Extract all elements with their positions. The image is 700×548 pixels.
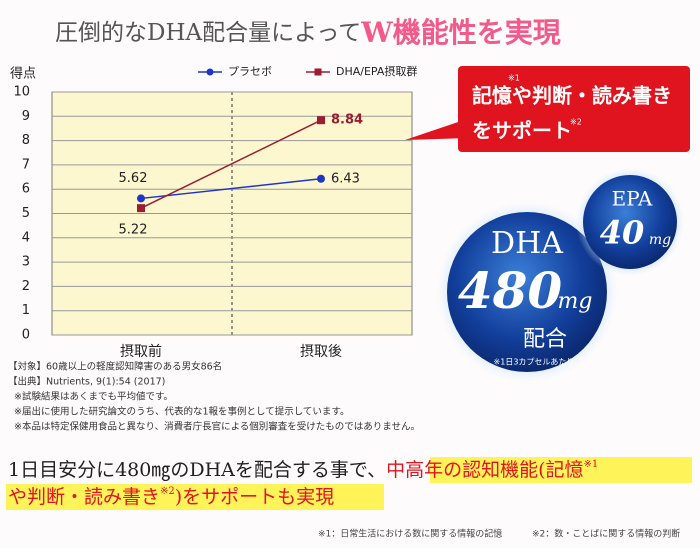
highlight	[430, 457, 692, 483]
point	[317, 116, 325, 125]
badge-amount: 480	[458, 261, 563, 320]
summary-plain: 1日目安分に480㎎のDHAを配合する事で、	[8, 459, 386, 481]
series-line	[140, 119, 322, 209]
y-tick-label: 7	[22, 157, 30, 172]
callout-line: をサポート	[472, 119, 572, 143]
y-tick-label: 4	[22, 230, 30, 245]
summary-accent: 中高年の認知機能(記憶	[386, 459, 583, 481]
callout-note: ※1	[508, 74, 520, 83]
x-tick-label: 摂取後	[300, 344, 342, 360]
callout: 記憶や判断・読み書き ※1 をサポート ※2	[405, 66, 690, 152]
footnote: ※1：日常生活における数に関する情報の記憶	[318, 528, 502, 540]
y-tick-label: 3	[22, 255, 30, 270]
y-tick-label: 5	[22, 206, 30, 221]
summary-line: 1日目安分に480㎎のDHAを配合する事で、中高年の認知機能(記憶※1	[8, 459, 598, 482]
summary-sup: ※1	[584, 459, 599, 470]
y-tick-label: 9	[22, 109, 30, 124]
summary-sup: ※2	[160, 486, 175, 497]
note: 【対象】60歳以上の軽度認知障害のある男女86名	[8, 361, 222, 373]
y-tick-label: 0	[22, 328, 30, 343]
data-label: 8.84	[331, 113, 363, 128]
badge-unit: mg	[558, 289, 593, 314]
badge-name: DHA	[491, 226, 563, 261]
callout-box	[458, 66, 690, 152]
badge-circle	[447, 212, 607, 372]
title: 圧倒的なDHA配合量によってW機能性を実現	[55, 16, 561, 49]
legend-label: DHA/EPA摂取群	[336, 64, 417, 78]
legend-swatch	[206, 68, 214, 76]
point	[137, 194, 145, 203]
series-line	[140, 178, 322, 200]
dha-badge: DHA 480 mg 配合 ※1日3カプセルあたり	[437, 202, 617, 382]
note: ※試験結果はあくまでも平均値です。	[14, 391, 173, 403]
note: 【出典】Nutrients, 9(1):54 (2017)	[8, 376, 165, 388]
y-tick-label: 8	[22, 133, 30, 148]
data-label: 6.43	[331, 171, 360, 186]
highlight	[6, 484, 384, 510]
footnote: ※2：数・ことばに関する情報の判断	[532, 528, 680, 540]
y-tick-label: 6	[22, 182, 30, 197]
epa-badge: EPA 40 mg	[576, 168, 684, 276]
data-label: 5.62	[119, 171, 148, 186]
title-accent: W機能性を実現	[360, 16, 560, 49]
badge-note: ※1日3カプセルあたり	[494, 358, 575, 367]
summary-accent: や判断・読み書き	[8, 486, 160, 508]
callout-pointer	[405, 118, 470, 140]
note: ※届出に使用した研究論文のうち、代表的な1報を事例として提示しています。	[14, 406, 350, 418]
title-main: 圧倒的なDHA配合量によって	[55, 20, 361, 46]
badge-word: 配合	[523, 327, 567, 352]
note: ※本品は特定保健用食品と異なり、消費者庁長官による個別審査を受けたものではありま…	[14, 421, 420, 433]
badge-name: EPA	[612, 187, 653, 211]
y-axis-label: 得点	[10, 66, 36, 82]
badge-unit: mg	[649, 232, 671, 248]
notes: 【対象】60歳以上の軽度認知障害のある男女86名【出典】Nutrients, 9…	[8, 361, 420, 433]
data-label: 5.22	[119, 223, 148, 238]
point	[317, 174, 325, 183]
callout-line: 記憶や判断・読み書き	[472, 84, 672, 108]
x-tick-label: 摂取前	[120, 343, 162, 360]
summary-line: や判断・読み書き※2)をサポートも実現	[8, 486, 334, 509]
badge-circle	[583, 175, 677, 269]
summary-accent: )をサポートも実現	[175, 486, 334, 508]
y-tick-label: 2	[22, 279, 30, 294]
point	[137, 204, 145, 213]
y-tick-label: 10	[13, 85, 30, 100]
callout-note: ※2	[570, 118, 582, 127]
legend-label: プラセボ	[228, 65, 272, 78]
legend-swatch	[314, 68, 322, 76]
chart: 得点 0 1 2 3 4 5 6 7 8 9 10 摂取前 摂取後 プラセボ DHA/EPA摂取群 5.62 6…	[10, 64, 417, 360]
y-tick-label: 1	[22, 303, 30, 318]
badge-amount: 40	[600, 214, 645, 252]
